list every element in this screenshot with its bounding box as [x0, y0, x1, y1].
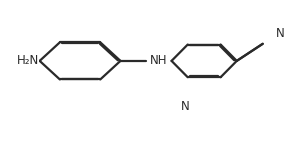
Text: NH: NH	[150, 54, 168, 67]
Text: N: N	[180, 100, 189, 113]
Text: N: N	[276, 27, 285, 40]
Text: H₂N: H₂N	[17, 54, 39, 67]
